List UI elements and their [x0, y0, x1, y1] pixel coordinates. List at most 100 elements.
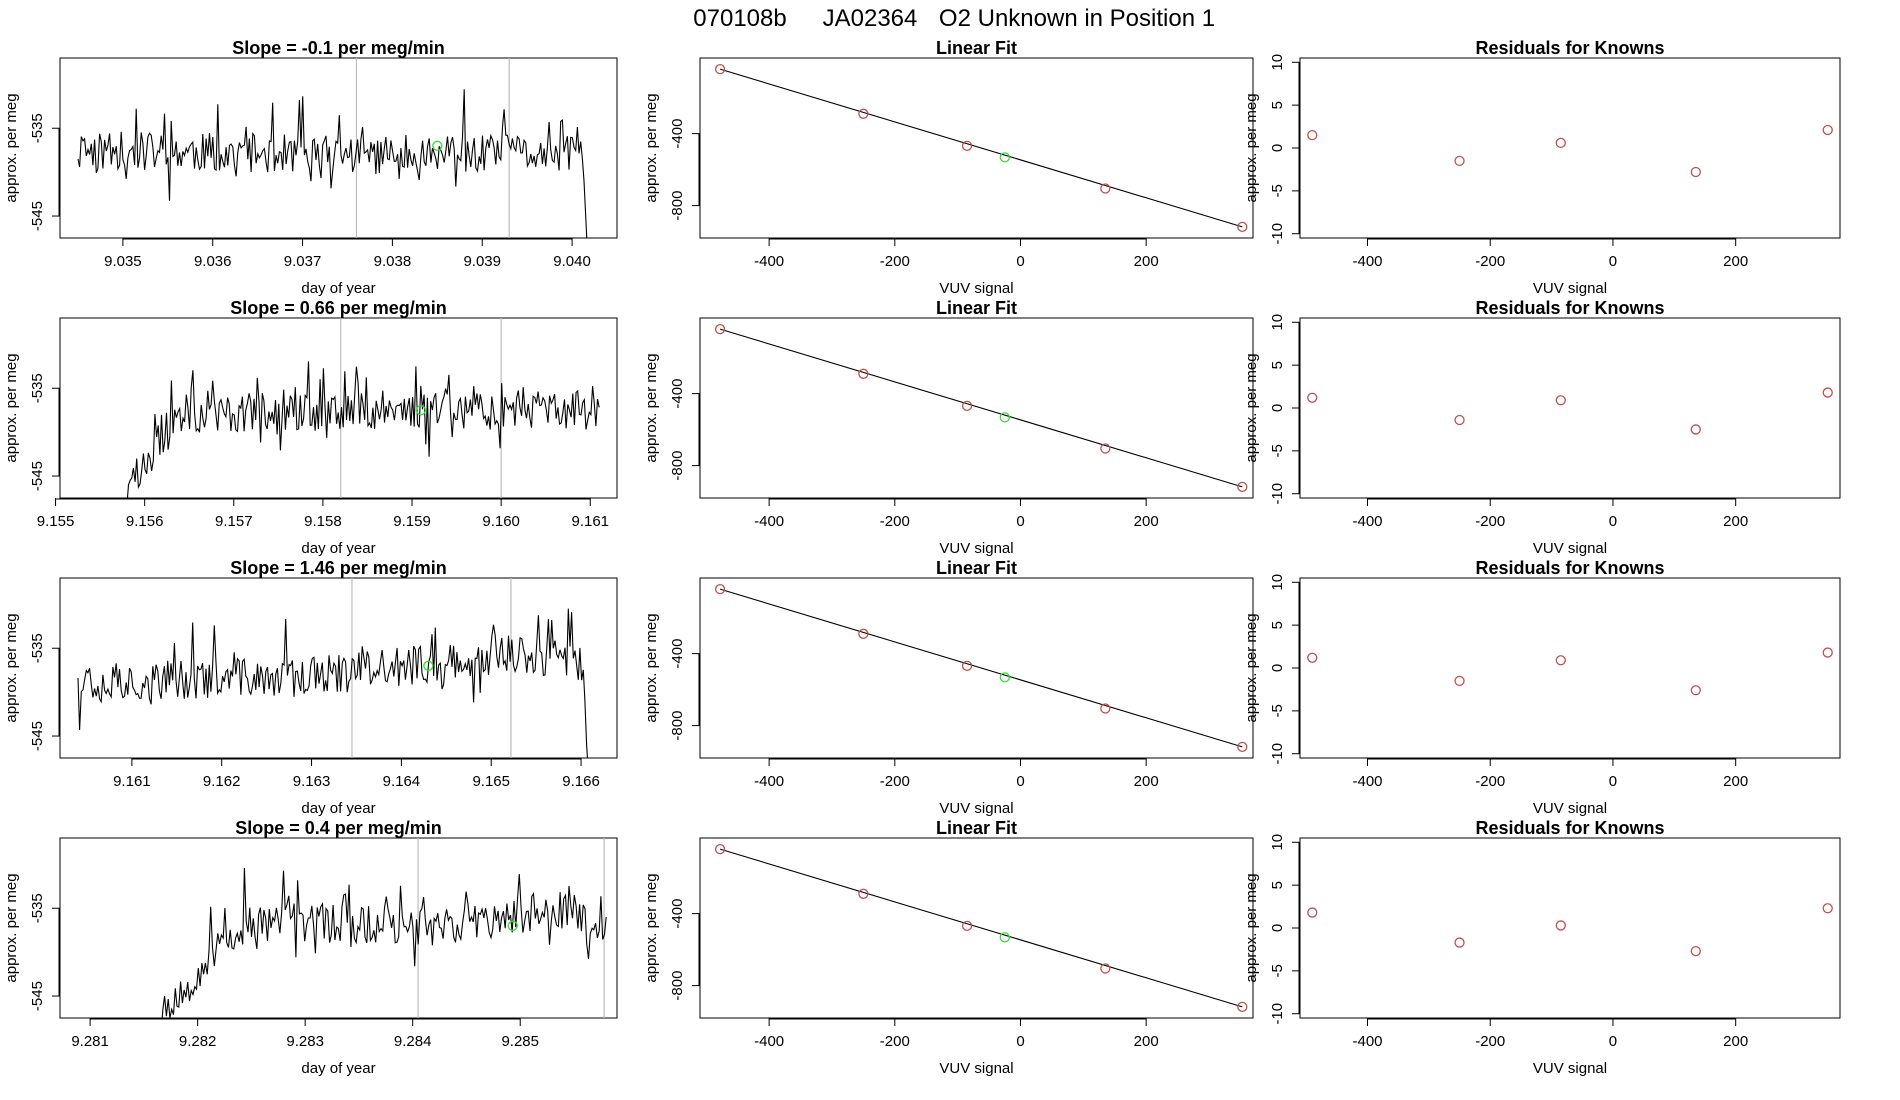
- y-tick-label: -10: [1269, 743, 1286, 765]
- x-tick-label: 0: [1016, 513, 1024, 530]
- panel-title: Linear Fit: [936, 558, 1017, 578]
- y-tick-label: -400: [669, 899, 686, 929]
- known-point: [714, 844, 726, 855]
- x-tick-label: 0: [1609, 773, 1617, 790]
- x-tick-label: -400: [754, 513, 784, 530]
- unknown-point: [432, 140, 443, 151]
- plot-data: [714, 584, 1248, 752]
- figure-title-run: 070108b: [693, 5, 786, 32]
- y-axis-label: approx. per meg: [643, 613, 660, 722]
- x-tick-label: 9.037: [284, 253, 322, 270]
- plot-frame: [699, 57, 1254, 239]
- plot-data: [714, 64, 1248, 232]
- panel-title: Linear Fit: [936, 818, 1017, 838]
- y-tick-label: -545: [29, 981, 46, 1011]
- x-axis-label: VUV signal: [939, 280, 1013, 297]
- unknown-point: [507, 920, 518, 931]
- y-axis-label: approx. per meg: [643, 873, 660, 982]
- y-tick-label: -535: [29, 113, 46, 143]
- x-axis-label: day of year: [301, 540, 375, 557]
- figure-title-id: JA02364: [823, 5, 918, 32]
- panel-r2-fit: Linear Fit VUV signal approx. per meg -400 -…: [643, 298, 1254, 557]
- residual-point: [1555, 137, 1566, 149]
- x-axis-label: VUV signal: [1533, 280, 1607, 297]
- x-tick-label: 0: [1016, 1033, 1024, 1050]
- plot-frame: [59, 57, 618, 239]
- panel-title: Linear Fit: [936, 298, 1017, 318]
- unknown-point: [999, 412, 1010, 423]
- y-tick-label: 10: [1269, 834, 1286, 851]
- y-tick-label: -10: [1269, 483, 1286, 505]
- y-tick-label: -5: [1269, 444, 1286, 457]
- panel-r1-residuals: Residuals for Knowns VUV signal approx. pe…: [1243, 38, 1841, 297]
- panel-title: Slope = 1.46 per meg/min: [230, 558, 447, 578]
- y-tick-label: 10: [1269, 54, 1286, 71]
- y-tick-label: 0: [1269, 924, 1286, 932]
- y-axis-label: approx. per meg: [1243, 353, 1260, 462]
- plot-frame: [1299, 837, 1841, 1019]
- x-tick-label: -400: [754, 253, 784, 270]
- known-point: [714, 64, 726, 75]
- y-axis-label: approx. per meg: [1243, 613, 1260, 722]
- x-tick-label: -200: [1475, 773, 1505, 790]
- residual-point: [1454, 414, 1465, 426]
- plot-data: [1307, 387, 1833, 435]
- y-tick-label: 0: [1269, 144, 1286, 152]
- signal-trace: [77, 89, 588, 238]
- signal-trace: [77, 608, 589, 758]
- x-tick-label: -200: [1475, 513, 1505, 530]
- y-axis-label: approx. per meg: [643, 353, 660, 462]
- y-tick-label: -10: [1269, 1003, 1286, 1025]
- unknown-point: [415, 405, 427, 416]
- fit-line: [719, 328, 1243, 488]
- y-tick-label: 5: [1269, 361, 1286, 369]
- residual-point: [1690, 945, 1701, 957]
- x-tick-label: 200: [1723, 1033, 1748, 1050]
- panel-r3-fit: Linear Fit VUV signal approx. per meg -400 -…: [643, 558, 1254, 817]
- x-tick-label: 9.156: [126, 513, 164, 530]
- y-axis-label: approx. per meg: [3, 93, 20, 202]
- x-tick-label: 0: [1016, 773, 1024, 790]
- fit-line: [719, 68, 1243, 228]
- y-tick-label: -800: [669, 451, 686, 481]
- residual-point: [1690, 166, 1701, 178]
- panel-title: Residuals for Knowns: [1475, 558, 1664, 578]
- y-axis-label: approx. per meg: [1243, 873, 1260, 982]
- known-point: [961, 140, 973, 151]
- x-tick-label: 9.283: [286, 1033, 324, 1050]
- panel-title: Residuals for Knowns: [1475, 298, 1664, 318]
- x-axis-label: VUV signal: [939, 800, 1013, 817]
- residual-point: [1454, 675, 1465, 687]
- known-point: [714, 584, 726, 595]
- y-tick-label: -535: [29, 893, 46, 923]
- plot-frame: [699, 317, 1254, 499]
- residual-point: [1822, 387, 1833, 398]
- panel-r4-fit: Linear Fit VUV signal approx. per meg -400 -…: [643, 818, 1254, 1077]
- residual-point: [1822, 903, 1833, 914]
- y-tick-label: -5: [1269, 964, 1286, 977]
- plot-data: [77, 578, 589, 758]
- panel-r1-fit: Linear Fit VUV signal approx. per meg -400 -…: [643, 38, 1254, 297]
- y-axis-label: approx. per meg: [643, 93, 660, 202]
- y-tick-label: -535: [29, 633, 46, 663]
- known-point: [1100, 703, 1111, 714]
- y-tick-label: 5: [1269, 621, 1286, 629]
- y-tick-label: 0: [1269, 404, 1286, 412]
- y-axis-label: approx. per meg: [3, 873, 20, 982]
- x-tick-label: 0: [1609, 253, 1617, 270]
- x-axis-label: VUV signal: [1533, 540, 1607, 557]
- x-tick-label: 9.164: [383, 773, 421, 790]
- plot-data: [77, 58, 588, 238]
- y-tick-label: 5: [1269, 881, 1286, 889]
- y-tick-label: -10: [1269, 223, 1286, 245]
- panel-r4-residuals: Residuals for Knowns VUV signal approx. pe…: [1243, 818, 1841, 1077]
- x-tick-label: 9.161: [113, 773, 151, 790]
- panel-title: Slope = 0.4 per meg/min: [235, 818, 442, 838]
- y-tick-label: -400: [669, 639, 686, 669]
- x-tick-label: 9.158: [304, 513, 342, 530]
- x-tick-label: 9.157: [215, 513, 253, 530]
- residual-point: [1307, 392, 1318, 403]
- y-tick-label: 0: [1269, 664, 1286, 672]
- x-axis-label: VUV signal: [1533, 1060, 1607, 1077]
- x-axis-label: day of year: [301, 1060, 375, 1077]
